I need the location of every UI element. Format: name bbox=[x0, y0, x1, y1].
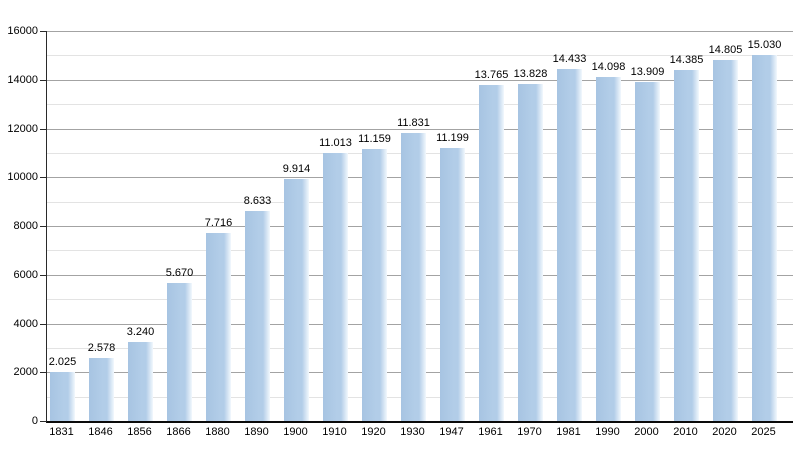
x-tick-label: 1880 bbox=[205, 426, 230, 438]
bar bbox=[752, 54, 777, 421]
bar-value-label: 7.716 bbox=[204, 216, 233, 229]
y-tick-label: 4000 bbox=[13, 317, 38, 330]
minor-gridline bbox=[47, 55, 793, 57]
bar bbox=[440, 148, 465, 421]
x-tick-label: 1981 bbox=[556, 426, 581, 438]
bar-value-label: 11.199 bbox=[436, 132, 469, 145]
bar bbox=[206, 232, 231, 421]
bar-value-label: 13.828 bbox=[513, 67, 548, 80]
bar bbox=[479, 85, 504, 421]
y-axis-tick bbox=[40, 274, 46, 276]
bar bbox=[401, 132, 426, 421]
bar-value-label: 14.433 bbox=[552, 53, 587, 66]
y-tick-label: 8000 bbox=[13, 220, 38, 232]
bar-value-label: 11.831 bbox=[397, 116, 430, 129]
bar-value-label: 14.098 bbox=[591, 61, 626, 74]
y-axis-tick bbox=[40, 421, 46, 422]
y-tick-label: 10000 bbox=[7, 171, 38, 184]
plot-area: 2.025 2.578 3.240 5.670 7.716 8.633 9.914 11.01… bbox=[46, 31, 793, 423]
bar-value-label: 15.030 bbox=[747, 38, 782, 51]
y-tick-label: 12000 bbox=[7, 122, 38, 135]
x-tick-label: 2000 bbox=[634, 426, 659, 438]
y-axis-tick bbox=[40, 226, 46, 227]
bar bbox=[635, 81, 660, 421]
x-tick-label: 1846 bbox=[88, 426, 113, 438]
bar-value-label: 13.765 bbox=[474, 69, 509, 82]
bar-value-label: 8.633 bbox=[243, 194, 272, 207]
minor-gridline bbox=[47, 104, 793, 106]
major-gridline bbox=[47, 31, 793, 32]
major-gridline bbox=[47, 79, 793, 81]
bar-value-label: 2.025 bbox=[48, 355, 77, 368]
bar bbox=[518, 83, 543, 421]
bar-value-label: 9.914 bbox=[282, 163, 311, 176]
x-tick-label: 1961 bbox=[478, 426, 503, 438]
x-tick-label: 2025 bbox=[751, 426, 776, 438]
bar bbox=[557, 69, 582, 421]
y-axis-tick bbox=[40, 128, 46, 130]
x-tick-label: 1970 bbox=[517, 426, 542, 438]
bar-value-label: 14.805 bbox=[708, 44, 743, 57]
y-tick-label: 14000 bbox=[7, 73, 38, 86]
y-tick-label: 0 bbox=[31, 415, 38, 427]
y-tick-label: 2000 bbox=[13, 366, 38, 379]
bar-value-label: 11.013 bbox=[319, 136, 352, 149]
y-tick-label: 16000 bbox=[7, 25, 38, 37]
bar-value-label: 11.159 bbox=[358, 133, 391, 145]
bar-value-label: 5.670 bbox=[165, 266, 194, 279]
bar bbox=[128, 342, 153, 421]
bar-value-label: 2.578 bbox=[87, 342, 116, 355]
x-tick-label: 1900 bbox=[283, 426, 308, 438]
y-axis-tick bbox=[40, 323, 46, 325]
x-tick-label: 1920 bbox=[361, 426, 386, 438]
x-tick-label: 1856 bbox=[127, 426, 152, 438]
bar bbox=[323, 152, 348, 421]
bar bbox=[167, 282, 192, 421]
bar bbox=[245, 210, 270, 421]
x-tick-label: 1990 bbox=[595, 426, 620, 438]
x-tick-label: 2020 bbox=[712, 426, 737, 438]
x-tick-label: 1947 bbox=[439, 426, 464, 438]
x-tick-label: 1890 bbox=[244, 426, 269, 438]
x-tick-label: 1910 bbox=[322, 426, 347, 438]
x-tick-label: 1866 bbox=[166, 426, 191, 438]
bar bbox=[713, 60, 738, 421]
major-gridline bbox=[47, 128, 793, 130]
y-axis-tick bbox=[40, 177, 46, 179]
bar bbox=[284, 179, 309, 421]
bar-value-label: 14.385 bbox=[669, 54, 704, 67]
y-axis-tick bbox=[40, 79, 46, 81]
x-tick-label: 1930 bbox=[400, 426, 425, 438]
bar-value-label: 13.909 bbox=[630, 65, 665, 78]
bar bbox=[596, 77, 621, 421]
bar bbox=[362, 149, 387, 421]
y-axis-tick bbox=[40, 31, 46, 32]
x-tick-label: 2010 bbox=[673, 426, 698, 438]
x-tick-label: 1831 bbox=[49, 426, 74, 438]
bar-value-label: 3.240 bbox=[126, 326, 155, 339]
bar bbox=[89, 358, 114, 421]
y-tick-label: 6000 bbox=[13, 268, 38, 281]
bar bbox=[50, 371, 75, 421]
y-axis-tick bbox=[40, 372, 46, 374]
bar bbox=[674, 70, 699, 421]
